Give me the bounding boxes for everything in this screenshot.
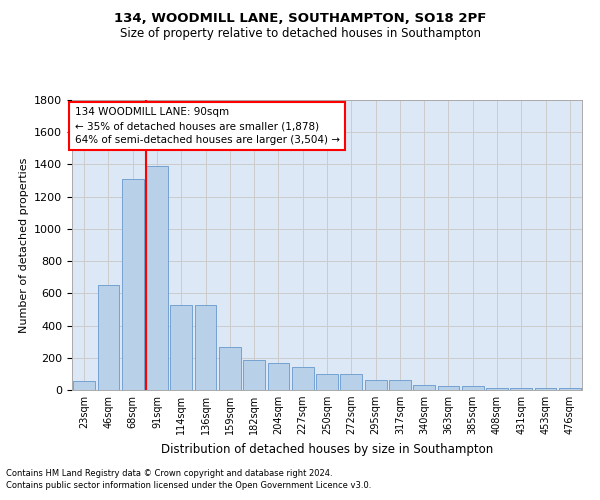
Bar bbox=[559, 388, 581, 390]
Bar bbox=[146, 166, 168, 390]
Text: Contains public sector information licensed under the Open Government Licence v3: Contains public sector information licen… bbox=[6, 481, 371, 490]
Text: Contains HM Land Registry data © Crown copyright and database right 2024.: Contains HM Land Registry data © Crown c… bbox=[6, 468, 332, 477]
Text: 134, WOODMILL LANE, SOUTHAMPTON, SO18 2PF: 134, WOODMILL LANE, SOUTHAMPTON, SO18 2P… bbox=[114, 12, 486, 26]
Text: Size of property relative to detached houses in Southampton: Size of property relative to detached ho… bbox=[119, 28, 481, 40]
Bar bbox=[219, 348, 241, 390]
Bar bbox=[535, 388, 556, 390]
Bar bbox=[194, 304, 217, 390]
Bar bbox=[73, 381, 95, 390]
Text: 134 WOODMILL LANE: 90sqm
← 35% of detached houses are smaller (1,878)
64% of sem: 134 WOODMILL LANE: 90sqm ← 35% of detach… bbox=[74, 108, 340, 146]
Bar bbox=[365, 380, 386, 390]
Bar bbox=[437, 386, 460, 390]
Bar bbox=[292, 366, 314, 390]
Bar bbox=[316, 374, 338, 390]
Bar bbox=[462, 386, 484, 390]
Bar bbox=[389, 380, 411, 390]
Bar bbox=[122, 179, 143, 390]
Bar bbox=[413, 385, 435, 390]
X-axis label: Distribution of detached houses by size in Southampton: Distribution of detached houses by size … bbox=[161, 442, 493, 456]
Y-axis label: Number of detached properties: Number of detached properties bbox=[19, 158, 29, 332]
Bar bbox=[170, 304, 192, 390]
Bar bbox=[97, 286, 119, 390]
Bar bbox=[268, 362, 289, 390]
Bar bbox=[340, 374, 362, 390]
Bar bbox=[511, 388, 532, 390]
Bar bbox=[486, 388, 508, 390]
Bar bbox=[243, 360, 265, 390]
